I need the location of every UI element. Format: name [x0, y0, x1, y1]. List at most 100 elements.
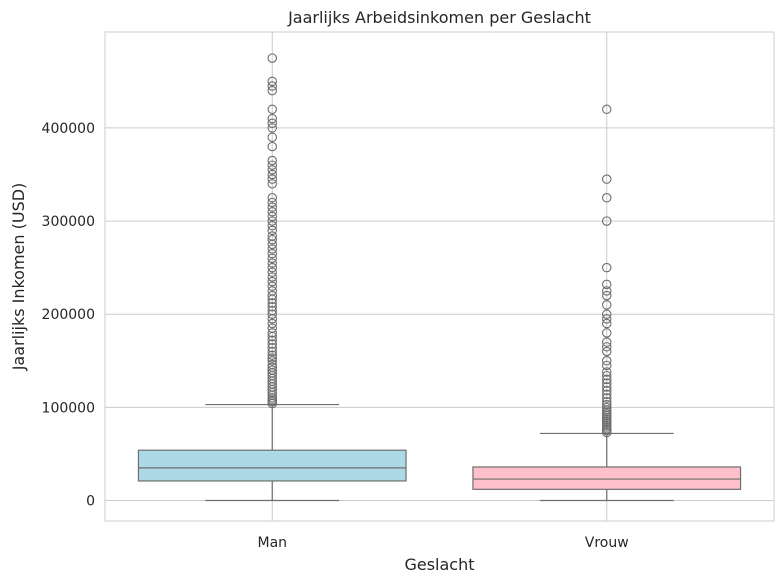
outlier-point: [601, 382, 612, 392]
outlier-point: [267, 113, 277, 124]
outlier-point: [601, 279, 612, 290]
outlier-point: [267, 365, 277, 375]
y-tick-label: 100000: [42, 400, 95, 416]
x-tick-label: Vrouw: [585, 535, 629, 551]
outlier-point: [267, 141, 277, 152]
outlier-point: [601, 328, 612, 338]
outlier-point: [267, 356, 277, 366]
outlier-point: [267, 202, 277, 212]
y-axis-title: Jaarlijks Inkomen (USD): [9, 183, 28, 372]
outlier-point: [267, 272, 277, 282]
outlier-point: [601, 385, 612, 396]
outlier-point: [267, 350, 277, 360]
outlier-point: [601, 402, 612, 413]
outlier-point: [267, 169, 277, 180]
outlier-point: [267, 197, 277, 208]
outlier-point: [601, 318, 612, 329]
x-tick-label: Man: [257, 535, 287, 551]
outlier-point: [267, 276, 277, 287]
outlier-point: [601, 360, 612, 371]
outlier-point: [267, 359, 277, 370]
outlier-point: [267, 174, 277, 184]
outlier-point: [601, 346, 612, 357]
plot-frame: [104, 31, 775, 522]
outlier-point: [267, 160, 277, 170]
outlier-point: [601, 216, 612, 226]
outlier-point: [267, 343, 277, 353]
outlier-point: [267, 225, 277, 236]
outlier-point: [267, 207, 277, 217]
outlier-point: [267, 132, 277, 143]
outlier-point: [267, 165, 277, 175]
outlier-point: [601, 393, 612, 403]
outlier-point: [601, 286, 612, 296]
outlier-point: [267, 318, 277, 329]
outlier-point: [267, 323, 277, 333]
outlier-point: [267, 155, 277, 166]
outlier-point: [267, 309, 277, 319]
outlier-point: [267, 258, 277, 268]
outlier-point: [601, 262, 612, 273]
outlier-point: [267, 346, 277, 357]
outlier-point: [267, 220, 277, 231]
outlier-point: [267, 211, 277, 222]
outlier-point: [267, 328, 277, 338]
outlier-point: [267, 76, 277, 87]
outlier-point: [601, 399, 612, 410]
outlier-point: [601, 104, 612, 115]
x-axis-title: Geslacht: [404, 555, 474, 574]
box-group-vrouw: [472, 104, 742, 502]
outlier-point: [267, 193, 277, 203]
iqr-box: [137, 449, 407, 482]
outlier-point: [601, 378, 612, 388]
outlier-point: [267, 335, 277, 346]
outlier-point: [601, 374, 612, 385]
outlier-point: [267, 353, 277, 363]
tick-layer: 0 100000 200000 300000 400000 Man Vrouw: [42, 121, 629, 551]
outlier-point: [267, 53, 277, 63]
outlier-point: [601, 309, 612, 319]
box-layer: [137, 53, 742, 502]
outlier-point: [267, 253, 277, 264]
outlier-point: [267, 123, 277, 133]
outlier-point: [267, 216, 277, 226]
outlier-point: [267, 81, 277, 91]
outlier-point: [601, 367, 612, 377]
outlier-point: [267, 262, 277, 273]
outlier-point: [267, 231, 277, 241]
outlier-point: [601, 174, 612, 184]
outlier-point: [601, 337, 612, 347]
grid-layer: [105, 32, 774, 521]
outlier-point: [267, 118, 277, 129]
outlier-point: [267, 104, 277, 115]
y-tick-label: 400000: [42, 121, 95, 137]
y-tick-label: 200000: [42, 307, 95, 323]
outlier-point: [267, 305, 277, 316]
outlier-point: [267, 290, 277, 301]
outlier-point: [601, 370, 612, 381]
outlier-point: [601, 389, 612, 400]
outlier-point: [267, 339, 277, 349]
outlier-point: [601, 314, 612, 324]
outlier-point: [267, 302, 277, 312]
outlier-point: [601, 193, 612, 203]
iqr-box: [472, 466, 742, 490]
outlier-point: [267, 85, 277, 96]
outlier-point: [601, 300, 612, 310]
chart-title: Jaarlijks Arbeidsinkomen per Geslacht: [287, 8, 591, 27]
outlier-point: [267, 281, 277, 292]
y-tick-label: 300000: [42, 214, 95, 230]
outlier-point: [601, 356, 612, 366]
outlier-point: [267, 362, 277, 373]
outlier-point: [267, 286, 277, 296]
outlier-point: [601, 342, 612, 352]
box-group-man: [137, 53, 407, 502]
outlier-point: [601, 290, 612, 301]
outlier-point: [267, 234, 277, 245]
outlier-point: [267, 244, 277, 254]
outlier-point: [267, 298, 277, 308]
outlier-point: [267, 179, 277, 189]
outlier-point: [267, 248, 277, 259]
y-tick-label: 0: [86, 494, 95, 510]
